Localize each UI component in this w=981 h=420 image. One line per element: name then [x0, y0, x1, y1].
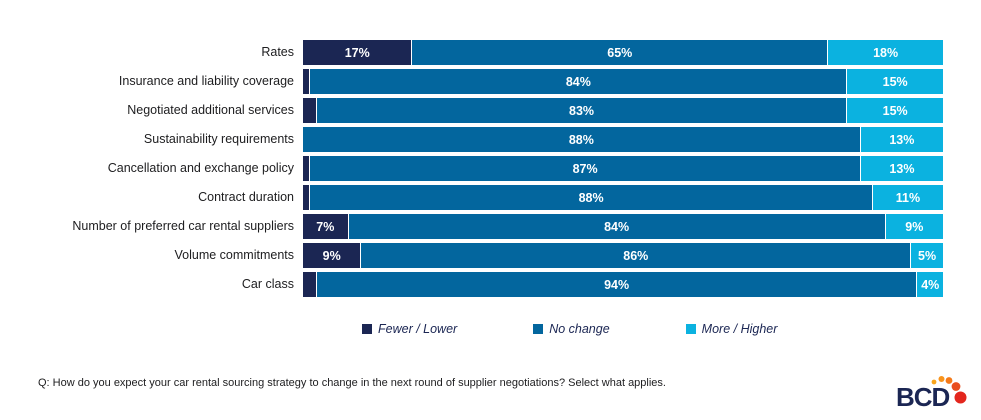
bcd-logo-dots [931, 376, 967, 404]
bar-segment: 84% [310, 69, 847, 94]
segment-value-label: 11% [895, 190, 921, 205]
bar-segment [303, 185, 310, 210]
stacked-bar: 17% 65% 18% [303, 40, 943, 65]
bar-segment: 94% [316, 272, 917, 297]
bar-segment: 65% [412, 40, 828, 65]
bar-segment [303, 156, 310, 181]
category-label: Contract duration [198, 190, 294, 204]
chart-row: Car class 94% 4% [0, 272, 943, 297]
legend-label: More / Higher [701, 322, 778, 336]
segment-value-label: 5% [918, 248, 937, 263]
legend-label: No change [549, 322, 610, 336]
stacked-bar: 94% 4% [303, 272, 943, 297]
bar-segment: 84% [348, 214, 885, 239]
bar-segment: 88% [310, 185, 872, 210]
chart-row: Contract duration 88% 11% [0, 185, 943, 210]
bar-segment: 18% [828, 40, 943, 65]
bar-segment: 87% [310, 156, 860, 181]
bcd-logo-text: BCD [896, 382, 950, 412]
category-label: Insurance and liability coverage [118, 74, 294, 88]
bar-segment: 11% [872, 185, 943, 210]
chart-row: Cancellation and exchange policy 87% 13% [0, 156, 943, 181]
segment-value-label: 13% [889, 132, 915, 147]
segment-value-label: 17% [344, 45, 370, 60]
category-label: Cancellation and exchange policy [107, 161, 294, 175]
segment-value-label: 7% [316, 219, 335, 234]
bar-segment: 13% [860, 156, 943, 181]
segment-value-label: 86% [623, 248, 649, 263]
stacked-bar-chart: Rates 17% 65% 18% Insurance and liability co… [0, 40, 944, 301]
segment-value-label: 9% [322, 248, 341, 263]
segment-value-label: 15% [882, 103, 908, 118]
segment-value-label: 88% [568, 132, 594, 147]
chart-legend: Fewer / Lower No change More / Higher [362, 322, 777, 336]
category-label: Rates [261, 45, 294, 59]
stacked-bar: 7% 84% 9% [303, 214, 943, 239]
segment-value-label: 65% [607, 45, 633, 60]
stacked-bar: 9% 86% 5% [303, 243, 944, 268]
logo-dot [945, 377, 953, 384]
bar-segment: 88% [303, 127, 860, 152]
category-label: Number of preferred car rental suppliers [72, 219, 294, 233]
bar-segment: 9% [303, 243, 361, 268]
bar-segment: 15% [847, 69, 943, 94]
stacked-bar: 84% 15% [303, 69, 943, 94]
legend-swatch [685, 324, 696, 334]
legend-swatch [362, 324, 372, 334]
bar-segment: 86% [361, 243, 911, 268]
segment-value-label: 4% [921, 277, 940, 292]
logo-dot [954, 391, 967, 404]
stacked-bar: 88% 13% [303, 127, 943, 152]
chart-row: Sustainability requirements 88% 13% [0, 127, 943, 152]
bar-segment: 17% [303, 40, 412, 65]
logo-dot [951, 382, 961, 391]
segment-value-label: 84% [565, 74, 591, 89]
segment-value-label: 84% [604, 219, 630, 234]
legend-item: More / Higher [685, 322, 778, 336]
segment-value-label: 87% [572, 161, 598, 176]
bar-segment: 15% [847, 98, 944, 123]
bar-segment: 83% [316, 98, 847, 123]
segment-value-label: 13% [889, 161, 915, 176]
stacked-bar: 87% 13% [303, 156, 943, 181]
segment-value-label: 94% [604, 277, 630, 292]
segment-value-label: 88% [578, 190, 604, 205]
bar-segment: 5% [911, 243, 944, 268]
bar-segment [303, 69, 310, 94]
chart-row: Insurance and liability coverage 84% 15% [0, 69, 943, 94]
chart-row: Negotiated additional services 83% 15% [0, 98, 944, 123]
chart-row: Volume commitments 9% 86% 5% [0, 243, 944, 268]
legend-item: Fewer / Lower [362, 322, 457, 336]
bar-segment [303, 272, 316, 297]
segment-value-label: 15% [882, 74, 908, 89]
chart-row: Number of preferred car rental suppliers… [0, 214, 943, 239]
category-label: Car class [241, 277, 294, 291]
bar-segment [303, 98, 316, 123]
segment-value-label: 9% [905, 219, 924, 234]
bar-segment: 4% [917, 272, 943, 297]
bcd-logo: BCD [896, 376, 967, 412]
stacked-bar: 88% 11% [303, 185, 943, 210]
legend-label: Fewer / Lower [378, 322, 458, 336]
chart-row: Rates 17% 65% 18% [0, 40, 943, 65]
logo-dot [931, 379, 937, 385]
legend-item: No change [533, 322, 610, 336]
logo-dot [938, 376, 945, 382]
legend-swatch [533, 324, 544, 334]
survey-question: Q: How do you expect your car rental sou… [38, 377, 666, 389]
bar-segment: 7% [303, 214, 348, 239]
segment-value-label: 18% [873, 45, 899, 60]
category-label: Negotiated additional services [127, 103, 294, 117]
category-label: Sustainability requirements [143, 132, 294, 146]
stacked-bar: 83% 15% [303, 98, 944, 123]
segment-value-label: 83% [569, 103, 595, 118]
bar-segment: 13% [860, 127, 943, 152]
bar-segment: 9% [885, 214, 943, 239]
category-label: Volume commitments [174, 248, 294, 262]
